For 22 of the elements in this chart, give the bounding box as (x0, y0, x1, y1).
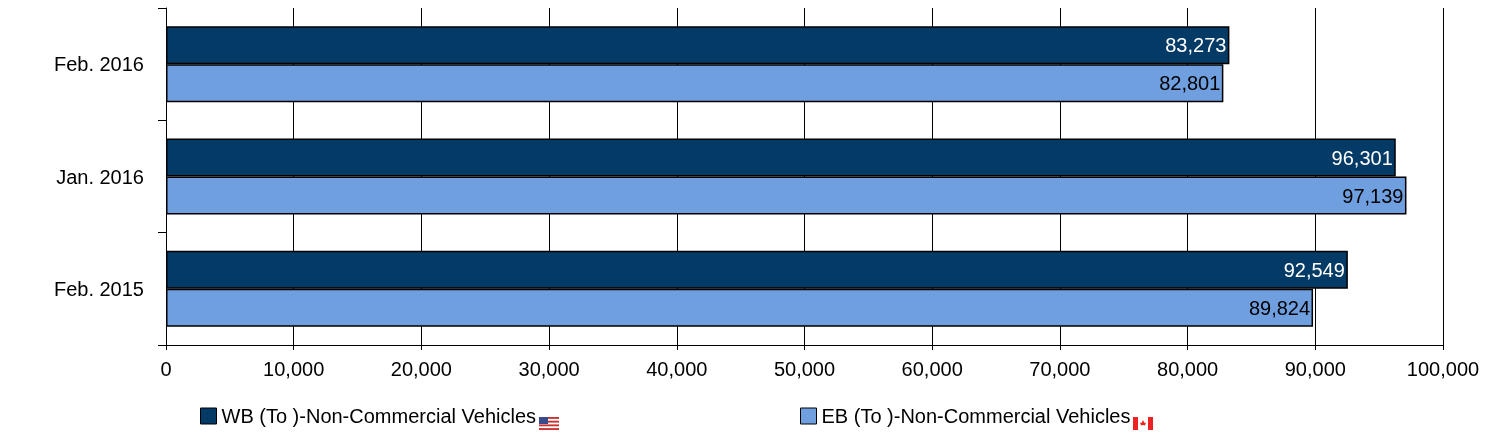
data-label: 89,824 (1248, 296, 1311, 319)
x-tick-label: 70,000 (1029, 358, 1091, 380)
y-tick-label: Feb. 2015 (53, 277, 144, 300)
x-tick-label: 50,000 (773, 358, 836, 380)
data-label: 82,801 (1159, 72, 1221, 95)
x-tick-label: 80,000 (1157, 358, 1219, 380)
x-tick-label: 100,000 (1406, 358, 1480, 380)
legend-label: EB (To )-Non-Commercial Vehicles (821, 405, 1131, 427)
x-tick-label: 60,000 (901, 358, 963, 380)
data-label: 83,273 (1165, 34, 1227, 57)
x-tick-label: 90,000 (1284, 358, 1346, 380)
y-tick-label: Jan. 2016 (56, 165, 144, 188)
data-label: 92,549 (1283, 258, 1345, 281)
data-label: 97,139 (1342, 184, 1404, 207)
legend-label: WB (To )-Non-Commercial Vehicles (221, 405, 537, 427)
x-tick-label: 40,000 (646, 358, 708, 380)
x-tick-label: 10,000 (263, 358, 325, 380)
x-tick-label: 20,000 (390, 358, 452, 380)
y-tick-label: Feb. 2016 (53, 53, 144, 76)
x-tick-label: 0 (160, 358, 172, 380)
x-tick-label: 30,000 (518, 358, 580, 380)
data-label: 96,301 (1331, 146, 1393, 169)
